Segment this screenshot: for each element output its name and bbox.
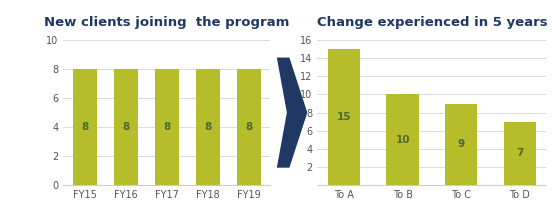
Text: 8: 8 [163, 122, 171, 132]
Polygon shape [277, 58, 307, 168]
Bar [236, 69, 261, 185]
Bar [155, 69, 179, 185]
Bar [114, 69, 139, 185]
Bar [504, 122, 536, 185]
Text: 8: 8 [82, 122, 89, 132]
Bar [445, 103, 477, 185]
Bar [386, 95, 419, 185]
Text: 5 year forecast: 5 year forecast [10, 70, 20, 153]
Text: 8: 8 [123, 122, 130, 132]
Bar [73, 69, 98, 185]
Bar [195, 69, 220, 185]
Text: 15: 15 [337, 112, 351, 122]
Text: Change experienced in 5 years: Change experienced in 5 years [317, 16, 547, 29]
Text: 8: 8 [204, 122, 211, 132]
Bar [328, 49, 360, 185]
Text: 9: 9 [458, 139, 465, 149]
Text: New clients joining  the program: New clients joining the program [44, 16, 290, 29]
Text: 10: 10 [395, 135, 410, 145]
Text: 8: 8 [245, 122, 252, 132]
Text: 7: 7 [516, 148, 524, 158]
